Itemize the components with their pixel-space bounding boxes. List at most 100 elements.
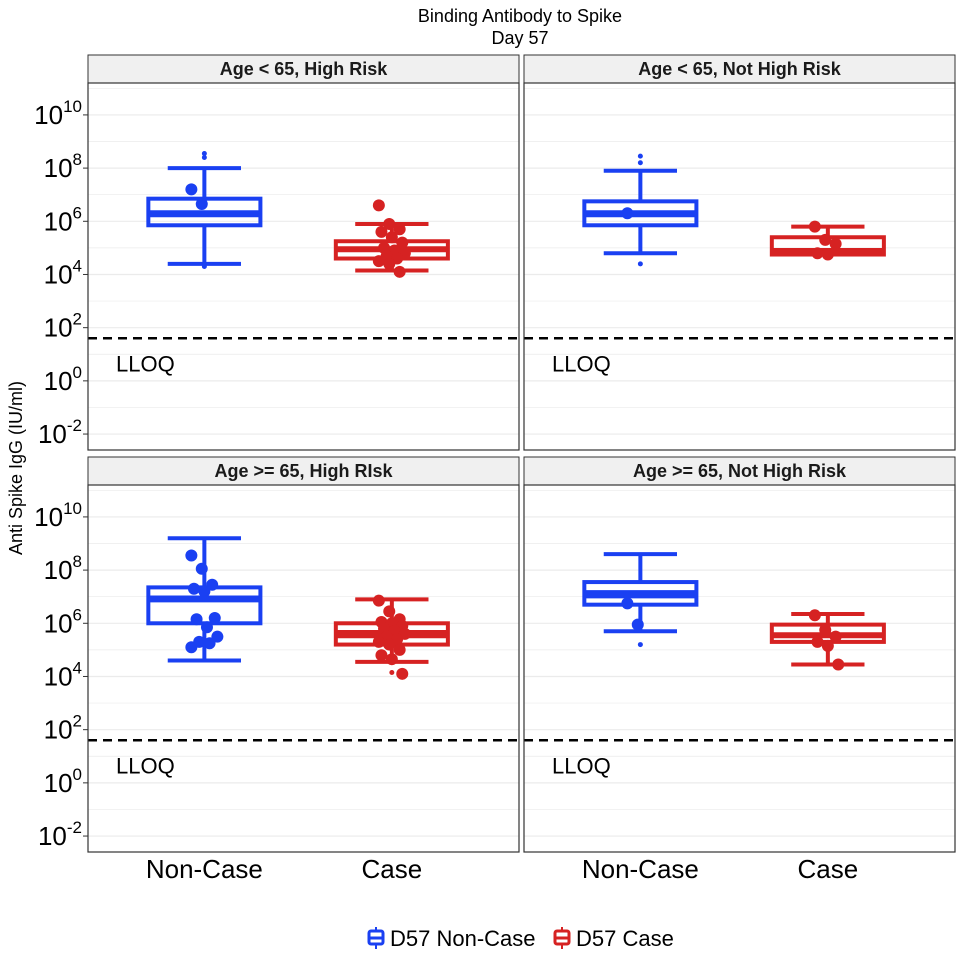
y-tick-label: 108 — [44, 552, 82, 585]
lloq-label: LLOQ — [116, 753, 175, 778]
y-tick-label: 100 — [44, 765, 82, 798]
data-point — [185, 641, 198, 654]
data-point — [187, 582, 200, 595]
y-axis-label: Anti Spike IgG (IU/ml) — [6, 381, 26, 555]
x-tick-label: Case — [362, 854, 423, 884]
data-point — [819, 623, 832, 636]
data-point — [372, 635, 385, 648]
facet-strip — [87, 54, 520, 84]
outlier-point — [201, 150, 207, 156]
y-tick-label: 1010 — [34, 97, 82, 130]
facet-strip-label: Age < 65, Not High Risk — [638, 59, 842, 79]
data-point — [829, 630, 842, 643]
data-point — [393, 223, 406, 236]
facet-strip — [523, 54, 956, 84]
boxplot-noncase — [582, 552, 699, 648]
data-point — [393, 265, 406, 278]
boxplot-noncase — [582, 153, 699, 267]
data-point — [203, 637, 216, 650]
lloq-label: LLOQ — [552, 351, 611, 376]
outlier-point — [637, 261, 643, 267]
data-point — [375, 649, 388, 662]
data-point — [185, 183, 198, 196]
data-point — [383, 605, 396, 618]
boxplot-noncase — [146, 536, 263, 663]
y-tick-label: 1010 — [34, 499, 82, 532]
outlier-point — [637, 153, 643, 159]
y-tick-label: 106 — [44, 605, 82, 638]
data-point — [396, 667, 409, 680]
data-point — [198, 585, 211, 598]
y-tick-label: 100 — [44, 363, 82, 396]
legend-label: D57 Non-Case — [390, 926, 536, 951]
panel-border — [87, 484, 520, 853]
boxplot-case — [333, 199, 450, 278]
data-point — [621, 207, 634, 220]
facet-panels: Age < 65, High Risk LLOQ 10-2 100 102 104 106 1… — [34, 54, 956, 884]
data-point — [811, 635, 824, 648]
y-tick-label: 108 — [44, 150, 82, 183]
x-tick-label: Case — [798, 854, 859, 884]
data-point — [383, 257, 396, 270]
y-tick-label: 10-2 — [38, 416, 82, 449]
facet-panel: Age >= 65, Not High Risk LLOQ Non-Case Case — [523, 456, 956, 884]
data-point — [385, 653, 398, 666]
facet-strip-label: Age < 65, High Risk — [220, 59, 389, 79]
data-point — [811, 247, 824, 260]
outlier-point — [201, 154, 207, 160]
data-point — [396, 236, 409, 249]
data-point — [200, 621, 213, 634]
y-tick-label: 104 — [44, 256, 82, 289]
data-point — [819, 233, 832, 246]
lloq-label: LLOQ — [116, 351, 175, 376]
data-point — [383, 638, 396, 651]
legend-item: D57 Non-Case — [367, 926, 536, 951]
y-tick-label: 102 — [44, 712, 82, 745]
data-point — [372, 255, 385, 268]
boxplot-case — [333, 594, 450, 680]
boxplot-noncase — [146, 150, 263, 269]
x-tick-label: Non-Case — [582, 854, 699, 884]
data-point — [185, 549, 198, 562]
data-point — [821, 248, 834, 261]
data-point — [621, 597, 634, 610]
data-point — [375, 225, 388, 238]
data-point — [808, 609, 821, 622]
lloq-label: LLOQ — [552, 753, 611, 778]
legend-item: D57 Case — [553, 926, 674, 951]
data-point — [211, 630, 224, 643]
data-point — [821, 639, 834, 652]
outlier-point — [201, 264, 207, 269]
y-tick-label: 104 — [44, 658, 82, 691]
data-point — [393, 643, 406, 656]
data-point — [195, 562, 208, 575]
y-tick-label: 102 — [44, 310, 82, 343]
data-point — [372, 594, 385, 607]
data-point — [383, 217, 396, 230]
data-point — [385, 231, 398, 244]
panel-border — [87, 82, 520, 451]
panel-border — [523, 82, 956, 451]
data-point — [190, 613, 203, 626]
legend-label: D57 Case — [576, 926, 674, 951]
y-tick-label: 10-2 — [38, 818, 82, 851]
data-point — [829, 237, 842, 250]
y-tick-label: 106 — [44, 203, 82, 236]
panel-border — [523, 484, 956, 853]
facet-strip-label: Age >= 65, High RIsk — [214, 461, 393, 481]
data-point — [208, 611, 221, 624]
facet-panel: Age >= 65, High RIsk LLOQ 10-2 100 102 104 106… — [34, 456, 520, 884]
facet-strip-label: Age >= 65, Not High Risk — [633, 461, 847, 481]
facet-strip — [87, 456, 520, 486]
outlier-point — [637, 642, 643, 648]
data-point — [631, 618, 644, 631]
boxplot-case — [769, 609, 886, 671]
outlier-point — [637, 160, 643, 166]
data-point — [372, 199, 385, 212]
data-point — [832, 658, 845, 671]
legend: D57 Non-Case D57 Case — [367, 926, 674, 951]
facet-panel: Age < 65, High Risk LLOQ 10-2 100 102 104 106 1… — [34, 54, 520, 451]
data-point — [195, 198, 208, 211]
chart-title-line1: Binding Antibody to Spike — [418, 6, 622, 26]
